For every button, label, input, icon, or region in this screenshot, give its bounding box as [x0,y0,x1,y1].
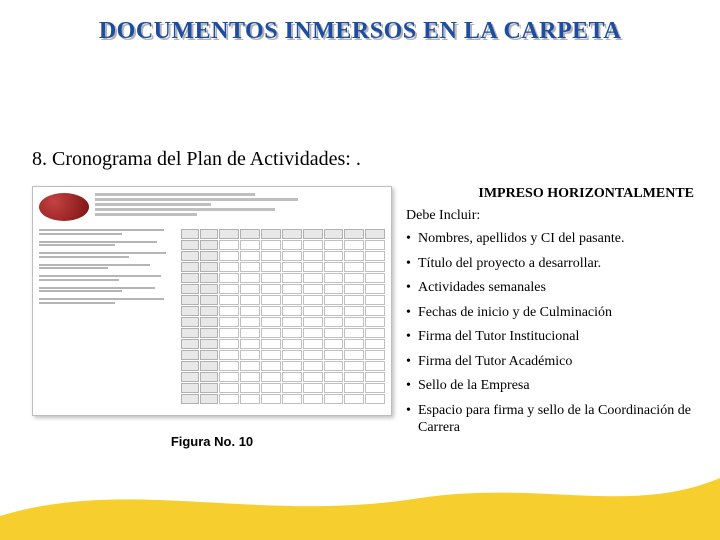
mock-grid [181,229,385,404]
figure-thumbnail [32,186,392,416]
bullet-item: Firma del Tutor Institucional [406,328,700,346]
bullet-item: Firma del Tutor Académico [406,353,700,371]
include-label: Debe Incluir: [406,208,700,224]
mock-left-labels [39,229,177,404]
logo-oval [39,193,89,221]
printed-note: IMPRESO HORIZONTALMENTE [406,186,700,202]
ribbon-svg [0,470,720,540]
mock-header-lines [95,193,385,216]
section-heading: 8. Cronograma del Plan de Actividades: . [32,148,361,171]
text-column: IMPRESO HORIZONTALMENTE Debe Incluir: No… [406,186,700,449]
bullet-item: Fechas de inicio y de Culminación [406,304,700,322]
figure-column: Figura No. 10 [32,186,392,449]
bullet-item: Título del proyecto a desarrollar. [406,255,700,273]
bullet-item: Espacio para firma y sello de la Coordin… [406,402,700,437]
bullet-item: Actividades semanales [406,279,700,297]
mock-body [39,229,385,404]
title-text: DOCUMENTOS INMERSOS EN LA CARPETA [99,18,621,44]
content-row: Figura No. 10 IMPRESO HORIZONTALMENTE De… [32,186,700,449]
bullet-item: Sello de la Empresa [406,377,700,395]
bullet-list: Nombres, apellidos y CI del pasante. Títu… [406,230,700,437]
mock-header [39,193,385,221]
page-title: DOCUMENTOS INMERSOS EN LA CARPETA [0,18,720,45]
slide: DOCUMENTOS INMERSOS EN LA CARPETA 8. Cro… [0,0,720,540]
figure-caption: Figura No. 10 [32,434,392,449]
flag-ribbon [0,470,720,540]
bullet-item: Nombres, apellidos y CI del pasante. [406,230,700,248]
